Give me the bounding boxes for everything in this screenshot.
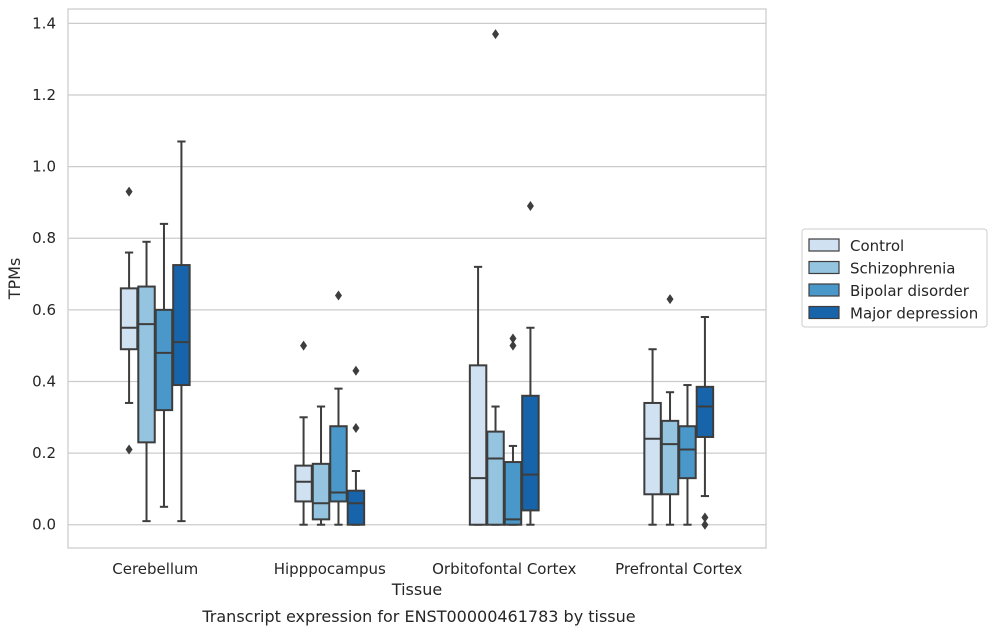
box-iqr (503, 461, 523, 526)
outlier-point (334, 290, 342, 301)
chart-caption: Transcript expression for ENST0000046178… (201, 607, 635, 626)
box-schizophrenia (311, 405, 331, 526)
outlier-point (701, 512, 709, 523)
box-bipolar-disorder (503, 333, 523, 526)
legend-swatch (808, 305, 840, 320)
x-tick-label: Hipppocampus (274, 560, 386, 578)
legend-swatch (808, 283, 840, 297)
box-control (119, 186, 139, 455)
outlier-point (300, 340, 308, 351)
outlier-point (352, 423, 360, 434)
box-bipolar-disorder (154, 222, 174, 508)
box-iqr (468, 364, 488, 526)
box-iqr (643, 401, 662, 496)
outlier-point (701, 519, 709, 530)
y-tick-label: 0.6 (32, 301, 56, 319)
box-major-depression (521, 200, 540, 526)
legend-label: Major depression (850, 305, 978, 323)
legend-label: Schizophrenia (850, 260, 955, 278)
box-iqr (660, 419, 680, 496)
outlier-point (509, 333, 517, 344)
box-major-depression (172, 140, 191, 523)
legend: Control Schizophrenia Bipolar disorder Majo… (801, 228, 988, 328)
box-major-depression (695, 316, 715, 530)
y-axis-label: TPMs (5, 258, 24, 301)
box-iqr (678, 425, 697, 480)
outlier-point (125, 444, 133, 455)
box-iqr (119, 287, 139, 351)
box-schizophrenia (660, 294, 680, 526)
box-iqr (137, 285, 156, 444)
legend-frame (801, 228, 988, 328)
y-tick-label: 0.0 (32, 516, 56, 534)
y-axis-ticks: 0.0 0.2 0.4 0.6 0.8 1.0 1.2 1.4 (32, 14, 56, 533)
x-tick-label: Orbitofontal Cortex (432, 560, 576, 578)
legend-swatch (808, 260, 840, 275)
box-iqr (486, 430, 505, 526)
box-bipolar-disorder (329, 290, 348, 526)
legend-swatch (808, 238, 840, 252)
box-iqr (329, 425, 348, 503)
box-iqr (311, 462, 331, 521)
y-tick-label: 0.8 (32, 229, 56, 247)
box-iqr (695, 385, 715, 438)
box-schizophrenia (486, 29, 505, 526)
box-iqr (154, 308, 174, 412)
box-control (294, 340, 313, 526)
box-plots (119, 29, 715, 530)
box-control (468, 265, 488, 526)
outlier-point (125, 186, 133, 197)
box-bipolar-disorder (678, 384, 697, 526)
box-iqr (346, 489, 366, 526)
box-schizophrenia (137, 240, 156, 523)
legend-label: Bipolar disorder (850, 282, 970, 300)
y-tick-label: 0.4 (32, 372, 56, 390)
outlier-point (666, 294, 674, 305)
plot-area-frame (67, 8, 767, 549)
outlier-point (492, 29, 500, 40)
box-iqr (294, 464, 313, 503)
x-tick-label: Prefrontal Cortex (615, 560, 742, 578)
y-tick-label: 0.2 (32, 444, 56, 462)
box-control (643, 348, 662, 526)
x-tick-label: Cerebellum (112, 560, 198, 578)
outlier-point (352, 365, 360, 376)
y-tick-label: 1.2 (32, 86, 56, 104)
box-major-depression (346, 365, 366, 526)
box-iqr (521, 394, 540, 512)
box-iqr (172, 264, 191, 387)
x-axis-ticks: Cerebellum Hipppocampus Orbitofontal Corte… (112, 560, 742, 578)
outlier-point (509, 340, 517, 351)
y-tick-label: 1.4 (32, 14, 56, 32)
x-axis-label: Tissue (391, 580, 442, 599)
y-tick-label: 1.0 (32, 158, 56, 176)
legend-label: Control (850, 237, 904, 255)
outlier-point (526, 200, 534, 211)
